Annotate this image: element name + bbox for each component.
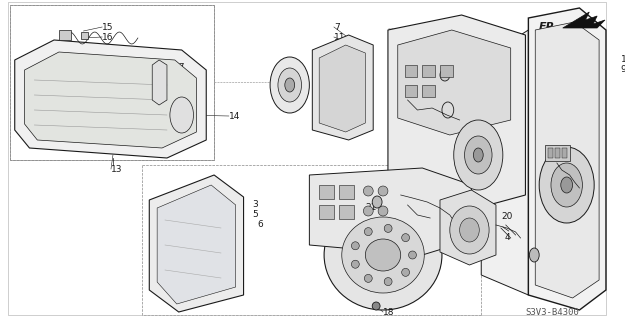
Text: 8: 8 bbox=[275, 77, 281, 86]
Polygon shape bbox=[312, 35, 373, 140]
Ellipse shape bbox=[402, 234, 409, 242]
Ellipse shape bbox=[363, 206, 373, 216]
Text: 3: 3 bbox=[253, 200, 258, 209]
Text: 4: 4 bbox=[505, 233, 511, 242]
Polygon shape bbox=[535, 22, 599, 298]
Bar bbox=[339, 205, 354, 219]
Polygon shape bbox=[152, 60, 167, 105]
Bar bbox=[545, 145, 569, 161]
Text: 21: 21 bbox=[366, 203, 377, 212]
Ellipse shape bbox=[454, 120, 503, 190]
Ellipse shape bbox=[459, 218, 479, 242]
Bar bbox=[404, 65, 418, 77]
Ellipse shape bbox=[442, 102, 454, 118]
Text: 14: 14 bbox=[229, 112, 240, 121]
Ellipse shape bbox=[363, 186, 373, 196]
Ellipse shape bbox=[278, 68, 301, 102]
Polygon shape bbox=[309, 168, 471, 255]
Text: 13: 13 bbox=[111, 165, 123, 174]
Text: 5: 5 bbox=[253, 210, 258, 219]
Ellipse shape bbox=[384, 224, 392, 232]
Bar bbox=[81, 32, 88, 39]
Text: 19: 19 bbox=[454, 106, 465, 115]
Text: 10: 10 bbox=[189, 208, 200, 217]
Polygon shape bbox=[562, 12, 605, 28]
Text: 9: 9 bbox=[621, 65, 625, 74]
Bar bbox=[404, 85, 418, 97]
Text: FR.: FR. bbox=[539, 22, 560, 32]
Bar bbox=[59, 30, 71, 40]
Ellipse shape bbox=[351, 242, 359, 250]
Ellipse shape bbox=[342, 217, 424, 293]
Text: 20: 20 bbox=[501, 212, 512, 221]
Text: 22: 22 bbox=[454, 68, 465, 77]
Polygon shape bbox=[24, 52, 196, 148]
Ellipse shape bbox=[529, 248, 539, 262]
Text: 11: 11 bbox=[334, 33, 346, 42]
Ellipse shape bbox=[473, 148, 483, 162]
Text: 17: 17 bbox=[174, 63, 186, 72]
Ellipse shape bbox=[372, 196, 382, 208]
Bar bbox=[548, 148, 553, 158]
Text: 2: 2 bbox=[189, 198, 194, 207]
Ellipse shape bbox=[464, 136, 492, 174]
Text: 7: 7 bbox=[334, 23, 339, 32]
Ellipse shape bbox=[402, 268, 409, 276]
Polygon shape bbox=[440, 190, 496, 265]
Bar bbox=[555, 148, 560, 158]
Text: 18: 18 bbox=[538, 255, 550, 264]
Polygon shape bbox=[398, 30, 511, 135]
Text: S3V3-B4300: S3V3-B4300 bbox=[526, 308, 579, 317]
Ellipse shape bbox=[285, 78, 294, 92]
Ellipse shape bbox=[351, 260, 359, 268]
Bar bbox=[562, 148, 567, 158]
Ellipse shape bbox=[372, 302, 380, 310]
Text: 6: 6 bbox=[258, 220, 263, 229]
Text: 18: 18 bbox=[383, 308, 394, 317]
Ellipse shape bbox=[364, 228, 372, 236]
Ellipse shape bbox=[384, 277, 392, 285]
Polygon shape bbox=[15, 40, 206, 158]
Ellipse shape bbox=[378, 206, 388, 216]
Ellipse shape bbox=[539, 147, 594, 223]
Text: 1: 1 bbox=[621, 55, 625, 64]
Text: 15: 15 bbox=[102, 23, 114, 32]
Text: 16: 16 bbox=[102, 33, 114, 42]
Polygon shape bbox=[388, 15, 526, 215]
Ellipse shape bbox=[450, 206, 489, 254]
Ellipse shape bbox=[551, 163, 582, 207]
Polygon shape bbox=[157, 185, 236, 304]
Polygon shape bbox=[319, 45, 366, 132]
Ellipse shape bbox=[366, 239, 401, 271]
Polygon shape bbox=[481, 30, 528, 295]
Bar bbox=[319, 185, 334, 199]
Ellipse shape bbox=[270, 57, 309, 113]
Bar bbox=[440, 65, 452, 77]
Ellipse shape bbox=[440, 69, 450, 81]
Ellipse shape bbox=[170, 97, 194, 133]
Bar bbox=[422, 65, 435, 77]
Ellipse shape bbox=[324, 200, 442, 310]
Bar bbox=[319, 205, 334, 219]
Polygon shape bbox=[149, 175, 244, 312]
Ellipse shape bbox=[561, 177, 572, 193]
Ellipse shape bbox=[378, 186, 388, 196]
Polygon shape bbox=[528, 8, 606, 310]
Text: 12: 12 bbox=[275, 87, 286, 96]
Ellipse shape bbox=[409, 251, 416, 259]
Ellipse shape bbox=[364, 274, 372, 282]
Bar bbox=[339, 185, 354, 199]
Bar bbox=[422, 85, 435, 97]
